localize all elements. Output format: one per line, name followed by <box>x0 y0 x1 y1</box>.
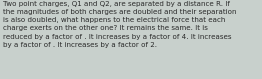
Text: Two point charges, Q1 and Q2, are separated by a distance R. If
the magnitudes o: Two point charges, Q1 and Q2, are separa… <box>3 1 237 48</box>
